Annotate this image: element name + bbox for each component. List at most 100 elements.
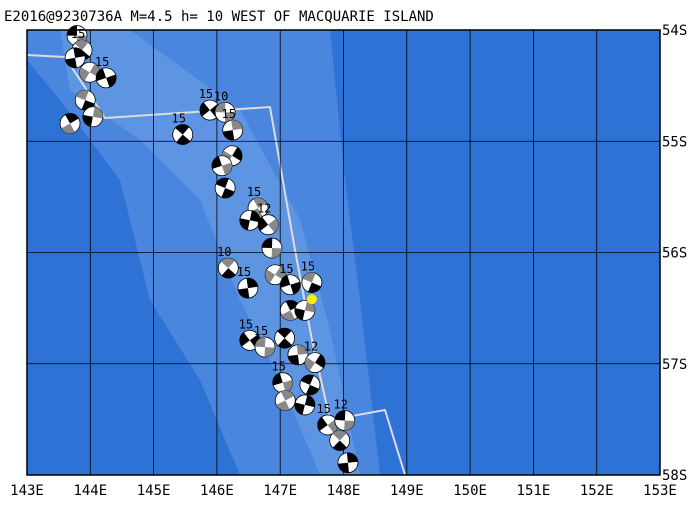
- quadrant: [232, 147, 243, 161]
- depth-label: 15: [221, 107, 235, 121]
- quadrant: [271, 248, 282, 259]
- y-tick-label: 54S: [662, 23, 687, 39]
- quadrant: [296, 344, 308, 355]
- quadrant: [222, 130, 235, 141]
- focal-mechanism: [74, 89, 96, 111]
- depth-label: 15: [247, 185, 261, 199]
- quadrant: [337, 462, 349, 473]
- depth-label: 10: [217, 245, 231, 259]
- x-tick-label: 147E: [263, 483, 297, 499]
- focal-mechanism: 15: [221, 107, 244, 141]
- quadrant: [215, 102, 226, 113]
- quadrant: [65, 113, 79, 124]
- x-tick-label: 149E: [390, 483, 424, 499]
- quadrant: [261, 238, 273, 249]
- quadrant: [277, 328, 292, 339]
- quadrant: [268, 218, 279, 233]
- focal-mechanism: 10: [217, 245, 239, 279]
- quadrant: [239, 332, 250, 347]
- quadrant: [175, 124, 190, 135]
- x-tick-label: 150E: [453, 483, 487, 499]
- depth-label: 10: [214, 89, 228, 103]
- focal-mechanism: [261, 237, 283, 259]
- focal-mechanism: 12: [334, 397, 356, 431]
- quadrant: [79, 67, 90, 81]
- quadrant: [294, 402, 305, 415]
- depth-label: 15: [237, 265, 251, 279]
- quadrant: [246, 278, 258, 289]
- quadrant: [282, 379, 293, 393]
- quadrant: [315, 354, 326, 369]
- quadrant: [82, 114, 93, 127]
- y-tick-label: 55S: [662, 134, 687, 150]
- quadrant: [277, 338, 292, 349]
- quadrant: [75, 90, 89, 101]
- quadrant: [276, 400, 290, 411]
- depth-label: 12: [334, 397, 348, 411]
- quadrant: [249, 210, 260, 223]
- quadrant: [304, 395, 315, 408]
- quadrant: [344, 420, 355, 431]
- quadrant: [275, 266, 286, 281]
- quadrant: [92, 106, 103, 119]
- focal-mechanism: [274, 327, 296, 349]
- quadrant: [281, 310, 295, 321]
- quadrant: [280, 275, 291, 288]
- depth-label: 12: [257, 202, 271, 216]
- quadrant: [65, 57, 77, 68]
- quadrant: [199, 102, 210, 117]
- quadrant: [239, 218, 250, 231]
- depth-label: 15: [272, 360, 286, 374]
- map-title: E2016@9230736A M=4.5 h= 10 WEST OF MACQU…: [4, 9, 434, 25]
- depth-label: 15: [199, 87, 213, 101]
- quadrant: [294, 308, 305, 321]
- focal-mechanism: 15: [316, 402, 339, 436]
- focal-mechanism: [329, 430, 351, 451]
- quadrant: [302, 272, 316, 283]
- quadrant: [238, 288, 250, 299]
- depth-label: 15: [316, 402, 330, 416]
- focal-mechanism: 15: [171, 112, 194, 145]
- quadrant: [211, 156, 222, 169]
- x-tick-label: 146E: [200, 483, 234, 499]
- focal-mechanism: [287, 344, 309, 366]
- quadrant: [264, 347, 275, 358]
- quadrant: [280, 390, 295, 401]
- focal-mechanism: 12: [304, 340, 326, 374]
- x-tick-label: 143E: [10, 483, 44, 499]
- focal-mechanism: 15: [239, 317, 261, 351]
- x-tick-label: 144E: [73, 483, 107, 499]
- quadrant: [221, 268, 236, 279]
- quadrant: [300, 374, 314, 385]
- depth-label: 15: [71, 27, 85, 41]
- y-tick-label: 56S: [662, 246, 687, 262]
- quadrant: [332, 440, 347, 451]
- quadrant: [317, 416, 328, 431]
- quadrant: [258, 216, 269, 231]
- focal-mechanism: [264, 264, 286, 286]
- focal-mechanism: [239, 209, 261, 231]
- quadrant: [290, 281, 301, 295]
- focal-mechanism: 15: [301, 260, 323, 293]
- focal-mechanism: [299, 374, 321, 396]
- focal-mechanism: [337, 452, 359, 474]
- quadrant: [224, 112, 236, 123]
- quadrant: [176, 134, 191, 145]
- quadrant: [255, 337, 266, 348]
- x-tick-label: 153E: [643, 483, 677, 499]
- focal-mechanism: [82, 106, 104, 128]
- focal-mechanism: [279, 299, 301, 321]
- quadrant: [221, 162, 232, 176]
- focal-mechanism: 12: [257, 202, 279, 236]
- focal-mechanism: 15: [279, 262, 301, 296]
- depth-label: 15: [279, 262, 293, 276]
- quadrant: [265, 269, 276, 284]
- y-tick-label: 58S: [662, 468, 687, 484]
- quadrant: [73, 47, 85, 58]
- depth-label: 15: [171, 112, 185, 126]
- x-tick-label: 148E: [327, 483, 361, 499]
- quadrant: [74, 40, 89, 51]
- quadrant: [231, 120, 243, 131]
- focal-mechanism: [214, 177, 236, 199]
